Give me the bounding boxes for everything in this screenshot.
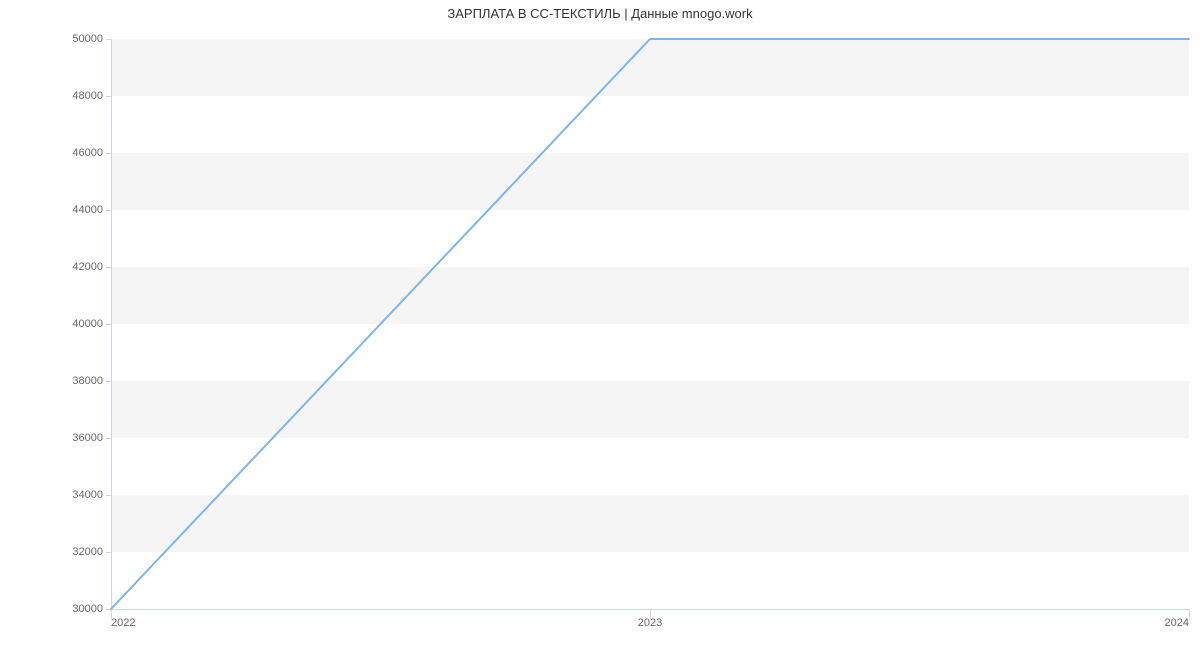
salary-chart: ЗАРПЛАТА В СС-ТЕКСТИЛЬ | Данные mnogo.wo… xyxy=(0,0,1200,650)
x-tick-label: 2024 xyxy=(1165,609,1189,629)
chart-title: ЗАРПЛАТА В СС-ТЕКСТИЛЬ | Данные mnogo.wo… xyxy=(0,6,1200,21)
plot-area: 3000032000340003600038000400004200044000… xyxy=(111,39,1189,609)
series-layer xyxy=(111,39,1189,609)
x-tick-mark xyxy=(1189,609,1190,619)
x-tick-mark xyxy=(111,609,112,619)
x-tick-label: 2022 xyxy=(111,609,135,629)
series-line-salary xyxy=(111,39,1189,609)
x-tick-mark xyxy=(650,609,651,619)
